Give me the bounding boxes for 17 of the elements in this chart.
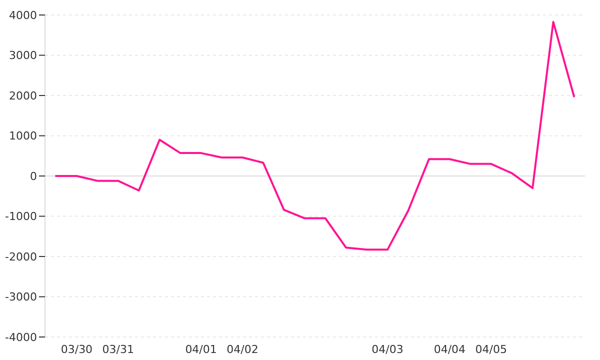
- y-tick-label: -4000: [5, 330, 37, 344]
- y-tick-label: -3000: [5, 290, 37, 304]
- y-tick-label: 1000: [9, 130, 37, 143]
- x-tick-label: 04/02: [226, 343, 258, 356]
- y-tick-label: 0: [30, 170, 37, 183]
- x-tick-label: 03/31: [102, 343, 134, 356]
- y-tick-label: 3000: [9, 49, 37, 62]
- y-tick-label: -1000: [5, 210, 37, 224]
- y-tick-label: -2000: [5, 250, 37, 264]
- x-tick-label: 04/01: [185, 343, 217, 356]
- x-tick-label: 04/03: [372, 343, 404, 356]
- y-tick-label: 4000: [9, 8, 37, 22]
- x-tick-label: 03/30: [60, 343, 93, 356]
- x-tick-label: 04/05: [475, 343, 507, 356]
- x-tick-label: 04/04: [434, 343, 466, 356]
- line-series: [55, 20, 575, 251]
- y-tick-label: 2000: [9, 89, 37, 102]
